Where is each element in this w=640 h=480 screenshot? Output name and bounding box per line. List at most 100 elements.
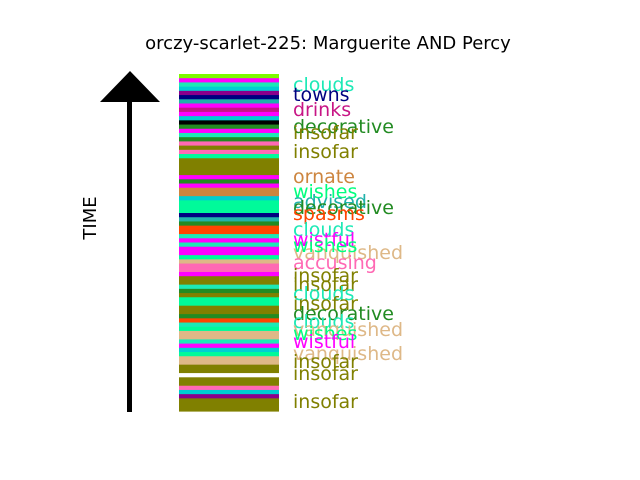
stripe — [179, 158, 279, 164]
stripe — [179, 95, 279, 100]
stripe — [179, 373, 279, 378]
label-ornate: ornate — [293, 166, 355, 188]
stripe — [179, 250, 279, 256]
stripe — [179, 196, 279, 201]
label-insofar: insofar — [293, 274, 358, 296]
stripe — [179, 120, 279, 126]
stripe — [179, 213, 279, 218]
label-clouds: clouds — [293, 74, 354, 96]
stripe — [179, 406, 279, 412]
label-decorative: decorative — [293, 197, 394, 219]
stripe — [179, 398, 279, 404]
stripe — [179, 234, 279, 239]
time-arrow-shaft — [127, 100, 132, 412]
stripe — [179, 145, 279, 151]
stripe — [179, 347, 279, 353]
stripe — [179, 175, 279, 180]
stripe — [179, 128, 279, 134]
stripe — [179, 116, 279, 121]
stripe — [179, 124, 279, 130]
stripe — [179, 246, 279, 252]
label-wistful: wistful — [293, 229, 355, 251]
stripe — [179, 385, 279, 391]
label-decorative: decorative — [293, 116, 394, 138]
stripe — [179, 187, 279, 193]
label-wishes: wishes — [293, 323, 357, 345]
stripe — [179, 394, 279, 399]
stripe — [179, 343, 279, 349]
label-wistful: wistful — [293, 331, 355, 353]
stripe — [179, 326, 279, 332]
label-insofar: insofar — [293, 363, 358, 385]
stripe — [179, 170, 279, 176]
stripe — [179, 322, 279, 328]
stripe — [179, 377, 279, 383]
stripe — [179, 288, 279, 294]
stripe — [179, 339, 279, 345]
stripe — [179, 242, 279, 248]
label-spasms: spasms — [293, 203, 365, 225]
label-decorative: decorative — [293, 303, 394, 325]
word-labels: cloudstownsdrinksdecorativeinsofarinsofa… — [293, 74, 403, 413]
stripe — [179, 82, 279, 88]
stripe — [179, 271, 279, 277]
stripe — [179, 107, 279, 113]
label-insofar: insofar — [293, 122, 358, 144]
stripe — [179, 86, 279, 92]
label-wishes: wishes — [293, 181, 357, 203]
stripe — [179, 183, 279, 189]
stripe — [179, 368, 279, 374]
stripe — [179, 297, 279, 303]
label-clouds: clouds — [293, 219, 354, 241]
stripe — [179, 301, 279, 307]
stripe — [179, 280, 279, 286]
time-arrow — [100, 71, 160, 412]
stripe — [179, 356, 279, 362]
label-vanquished: vanquished — [293, 343, 403, 365]
label-insofar: insofar — [293, 391, 358, 413]
stripe — [179, 111, 279, 117]
stripe-bar — [179, 74, 279, 412]
stripe — [179, 305, 279, 311]
stripe — [179, 162, 279, 168]
stripe — [179, 267, 279, 273]
stripe — [179, 191, 279, 197]
stripe — [179, 309, 279, 315]
stripe — [179, 132, 279, 138]
label-insofar: insofar — [293, 293, 358, 315]
stripe — [179, 330, 279, 336]
stripe — [179, 284, 279, 290]
stripe — [179, 225, 279, 231]
stripe — [179, 200, 279, 206]
label-drinks: drinks — [293, 99, 351, 121]
stripe — [179, 293, 279, 298]
stripe — [179, 276, 279, 282]
stripe — [179, 335, 279, 340]
stripe — [179, 179, 279, 185]
label-vanquished: vanquished — [293, 242, 403, 264]
time-arrow-head — [100, 71, 160, 102]
label-accusing: accusing — [293, 252, 377, 274]
stripe — [179, 364, 279, 370]
label-insofar: insofar — [293, 351, 358, 373]
stripe — [179, 141, 279, 147]
stripe — [179, 74, 279, 79]
label-wishes: wishes — [293, 235, 357, 257]
stripe — [179, 255, 279, 260]
stripe — [179, 103, 279, 109]
stripe — [179, 149, 279, 155]
stripe — [179, 318, 279, 324]
stripe — [179, 352, 279, 357]
stripe — [179, 263, 279, 269]
stripe — [179, 204, 279, 210]
stripe — [179, 99, 279, 105]
stripe — [179, 360, 279, 366]
stripe — [179, 238, 279, 244]
chart-title: orczy-scarlet-225: Marguerite AND Percy — [145, 33, 511, 54]
label-clouds: clouds — [293, 311, 354, 333]
stripe — [179, 217, 279, 223]
label-clouds: clouds — [293, 283, 354, 305]
stripe — [179, 314, 279, 319]
stripe — [179, 78, 279, 84]
